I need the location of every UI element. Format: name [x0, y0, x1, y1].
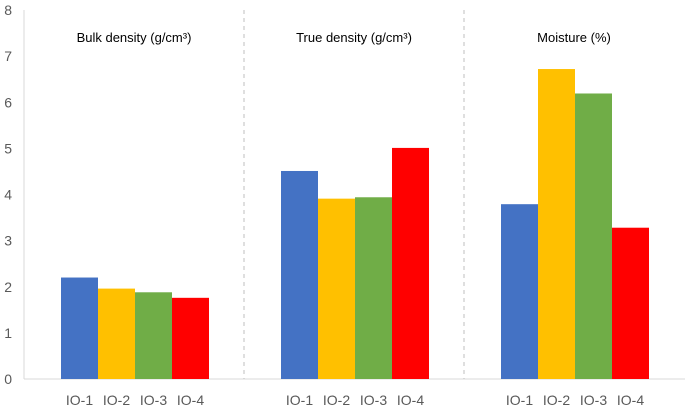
y-tick-label: 7	[4, 48, 12, 64]
bar-io-4	[392, 147, 429, 379]
x-tick-label: IO-1	[286, 392, 313, 408]
y-tick-label: 1	[4, 325, 12, 341]
x-tick-label: IO-1	[66, 392, 93, 408]
x-tick-label: IO-4	[177, 392, 204, 408]
x-tick-label: IO-4	[617, 392, 644, 408]
x-tick-label: IO-2	[323, 392, 350, 408]
x-tick-label: IO-3	[580, 392, 607, 408]
x-tick-label: IO-2	[103, 392, 130, 408]
bar-io-3	[575, 93, 612, 379]
y-tick-label: 0	[4, 371, 12, 387]
x-tick-label: IO-2	[543, 392, 570, 408]
bar-io-2	[538, 69, 575, 379]
x-tick-label: IO-3	[360, 392, 387, 408]
bar-io-1	[281, 170, 318, 379]
y-tick-label: 8	[4, 2, 12, 18]
bar-io-2	[318, 198, 355, 379]
x-tick-label: IO-1	[506, 392, 533, 408]
y-tick-label: 2	[4, 279, 12, 295]
bar-io-3	[135, 292, 172, 379]
bar-io-1	[61, 277, 98, 379]
bar-io-2	[98, 288, 135, 379]
bar-io-3	[355, 197, 392, 379]
panel-title: Bulk density (g/cm³)	[77, 30, 192, 45]
y-tick-label: 6	[4, 94, 12, 110]
y-tick-label: 5	[4, 140, 12, 156]
y-tick-label: 4	[4, 187, 12, 203]
y-tick-label: 3	[4, 233, 12, 249]
bar-io-1	[501, 204, 538, 379]
bar-io-4	[172, 297, 209, 379]
x-tick-label: IO-3	[140, 392, 167, 408]
panel-title: Moisture (%)	[537, 30, 611, 45]
x-tick-label: IO-4	[397, 392, 424, 408]
bar-io-4	[612, 227, 649, 379]
panel-title: True density (g/cm³)	[296, 30, 412, 45]
